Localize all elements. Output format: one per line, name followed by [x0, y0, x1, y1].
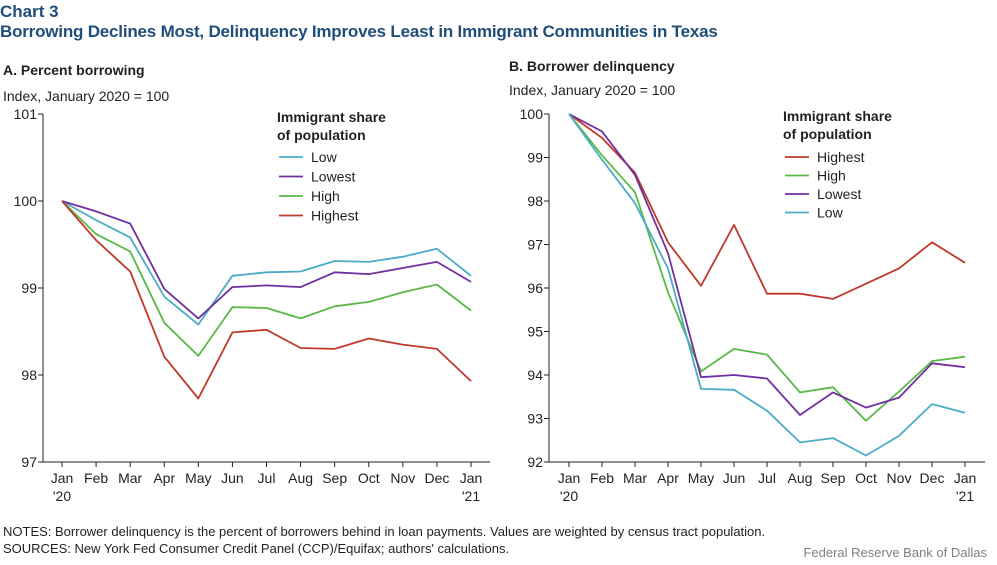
- chart-title: Borrowing Declines Most, Delinquency Imp…: [0, 22, 718, 41]
- panel-a-series-line-high: [61, 200, 472, 357]
- panel-a-x-tick-label: Aug: [288, 470, 313, 486]
- panel-b-x-tick-label: Jan: [954, 470, 977, 486]
- panel-b-y-tick-label: 95: [527, 324, 543, 340]
- panel-a-legend-label-lowest: Lowest: [311, 169, 355, 185]
- panel-a-legend-title-line1: Immigrant share: [277, 109, 386, 125]
- panel-a-y-tick-label: 101: [14, 106, 38, 122]
- footer-sources: SOURCES: New York Fed Consumer Credit Pa…: [3, 541, 510, 556]
- panel-b-x-tick-label: Feb: [590, 470, 614, 486]
- panel-a-legend-title-line2: of population: [277, 127, 366, 143]
- panel-a-x-tick-label: Jul: [258, 470, 276, 486]
- panel-a-title: A. Percent borrowing: [3, 62, 145, 78]
- panel-b-title: B. Borrower delinquency: [509, 58, 675, 74]
- panel-a-x-tick-label: Feb: [84, 470, 108, 486]
- panel-b-plot: 92 93 94 95 96 97 98 99 100 Jan '20 Feb Mar Apr May Jun…: [520, 106, 985, 504]
- panel-b-x-tick-label: May: [688, 470, 714, 486]
- panel-a-plot: 97 98 99 100 101 Jan '20 Feb Mar Apr May Jun Jul Aug S…: [14, 106, 490, 504]
- panel-b-y-tick-label: 94: [527, 367, 543, 383]
- panel-b-x-tick-label: Jul: [758, 470, 776, 486]
- panel-a-y-tick-label: 99: [21, 280, 37, 296]
- panel-a-legend-label-high: High: [311, 188, 340, 204]
- panel-a-x-tick-label: '20: [53, 488, 71, 504]
- panel-b-legend-label-high: High: [817, 168, 846, 184]
- panel-a-x-tick-label: Apr: [153, 470, 175, 486]
- panel-b-series-line-highest: [568, 113, 966, 300]
- panel-a-x-tick-label: Nov: [390, 470, 415, 486]
- panel-a-x-tick-label: Jan: [460, 470, 483, 486]
- panel-b-x-tick-label: '21: [956, 488, 974, 504]
- panel-a-x-tick-label: Jun: [221, 470, 244, 486]
- panel-a-x-tick-label: Jan: [51, 470, 74, 486]
- panel-b-series-line-low: [568, 113, 966, 457]
- footer-notes: NOTES: Borrower delinquency is the perce…: [3, 524, 766, 539]
- panel-b-unit-label: Index, January 2020 = 100: [509, 82, 675, 98]
- panel-a-y-tick-label: 98: [21, 367, 37, 383]
- panel-b-y-tick-label: 100: [520, 106, 544, 122]
- panel-b-y-tick-label: 99: [527, 150, 543, 166]
- panel-b-legend-title-line1: Immigrant share: [783, 108, 892, 124]
- panel-b-x-tick-label: Jan: [558, 470, 581, 486]
- panel-a-x-tick-label: May: [185, 470, 211, 486]
- chart-label: Chart 3: [0, 2, 59, 21]
- panel-b-x-tick-label: Sep: [821, 470, 846, 486]
- panel-a-x-tick-label: Mar: [118, 470, 142, 486]
- panel-b-y-tick-label: 97: [527, 237, 543, 253]
- panel-a-series-line-low: [61, 200, 472, 326]
- panel-a-x-tick-label: '21: [462, 488, 480, 504]
- panel-a-y-tick-label: 97: [21, 454, 37, 470]
- panel-a-unit-label: Index, January 2020 = 100: [3, 88, 169, 104]
- panel-b-x-tick-label: Nov: [887, 470, 912, 486]
- panel-a-legend-label-low: Low: [311, 149, 338, 165]
- panel-b-y-tick-label: 96: [527, 280, 543, 296]
- panel-b-x-tick-label: Apr: [657, 470, 679, 486]
- panel-a-y-tick-label: 100: [14, 193, 38, 209]
- panel-b-x-tick-label: Oct: [855, 470, 877, 486]
- panel-b-legend-label-low: Low: [817, 205, 844, 221]
- footer-credit: Federal Reserve Bank of Dallas: [803, 545, 987, 560]
- panel-b-x-tick-label: '20: [560, 488, 578, 504]
- panel-b-x-tick-label: Aug: [788, 470, 813, 486]
- panel-b-x-tick-label: Mar: [623, 470, 647, 486]
- panel-a-x-tick-label: Sep: [322, 470, 347, 486]
- panel-b-legend-title-line2: of population: [783, 126, 872, 142]
- panel-b-x-tick-label: Dec: [920, 470, 945, 486]
- panel-b-x-tick-label: Jun: [723, 470, 746, 486]
- panel-a-x-tick-label: Dec: [424, 470, 449, 486]
- panel-b-y-tick-label: 92: [527, 454, 543, 470]
- panel-b-series-line-lowest: [568, 113, 966, 416]
- panel-b-y-tick-label: 93: [527, 411, 543, 427]
- panel-b-y-tick-label: 98: [527, 193, 543, 209]
- panel-a-series-line-highest: [61, 200, 472, 400]
- panel-b-series-line-high: [568, 113, 966, 422]
- panel-b-legend-label-lowest: Lowest: [817, 186, 861, 202]
- panel-b-legend-label-highest: Highest: [817, 149, 865, 165]
- panel-a-legend-label-highest: Highest: [311, 208, 359, 224]
- panel-a-x-tick-label: Oct: [358, 470, 380, 486]
- panel-a-series-line-lowest: [61, 200, 472, 320]
